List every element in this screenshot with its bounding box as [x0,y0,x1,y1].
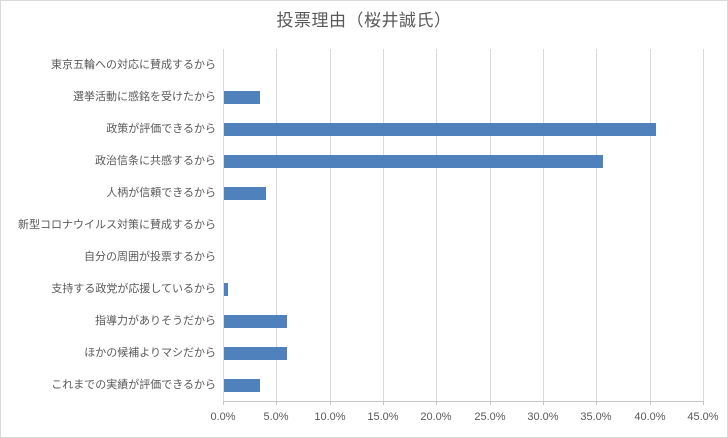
category-label: 新型コロナウイルス対策に賛成するから [18,219,216,231]
category-label: これまでの実績が評価できるから [51,379,216,391]
gridline [383,49,384,401]
x-tick-label: 15.0% [367,411,399,423]
x-tick-label: 25.0% [474,411,506,423]
x-tick-label: 0.0% [210,411,236,423]
gridline [703,49,704,401]
x-tick-label: 40.0% [634,411,666,423]
gridline [276,49,277,401]
bar [224,123,656,136]
category-label: 指導力がありそうだから [95,315,216,327]
gridline [650,49,651,401]
category-label: 政策が評価できるから [106,123,216,135]
x-axis-line [223,401,703,402]
x-axis-tick [650,401,651,405]
x-axis-tick [330,401,331,405]
x-axis-tick [596,401,597,405]
gridline [490,49,491,401]
bar [224,315,287,328]
x-tick-label: 35.0% [580,411,612,423]
x-tick-label: 30.0% [527,411,559,423]
x-axis-tick [703,401,704,405]
x-axis-tick [383,401,384,405]
gridline [223,49,224,401]
x-tick-label: 45.0% [687,411,719,423]
bar [224,91,260,104]
bar [224,187,266,200]
category-label: 選挙活動に感銘を受けたから [73,91,216,103]
bar [224,283,228,296]
gridline [330,49,331,401]
x-tick-label: 20.0% [420,411,452,423]
chart-title: 投票理由（桜井誠氏） [276,11,452,30]
x-tick-label: 5.0% [263,411,289,423]
gridline [543,49,544,401]
x-axis-tick [223,401,224,405]
category-label: 東京五輪への対応に賛成するから [51,59,216,71]
bar [224,379,260,392]
x-axis-tick [276,401,277,405]
x-axis-tick [436,401,437,405]
category-label: 人柄が信頼できるから [106,187,216,199]
gridline [596,49,597,401]
category-label: 政治信条に共感するから [95,155,216,167]
x-axis-tick [543,401,544,405]
x-axis-tick [490,401,491,405]
category-label: 支持する政党が応援しているから [51,283,216,295]
bar [224,155,603,168]
bar [224,347,287,360]
x-tick-label: 10.0% [314,411,346,423]
category-label: ほかの候補よりマシだから [84,347,216,359]
gridline [436,49,437,401]
category-label: 自分の周囲が投票するから [84,251,216,263]
